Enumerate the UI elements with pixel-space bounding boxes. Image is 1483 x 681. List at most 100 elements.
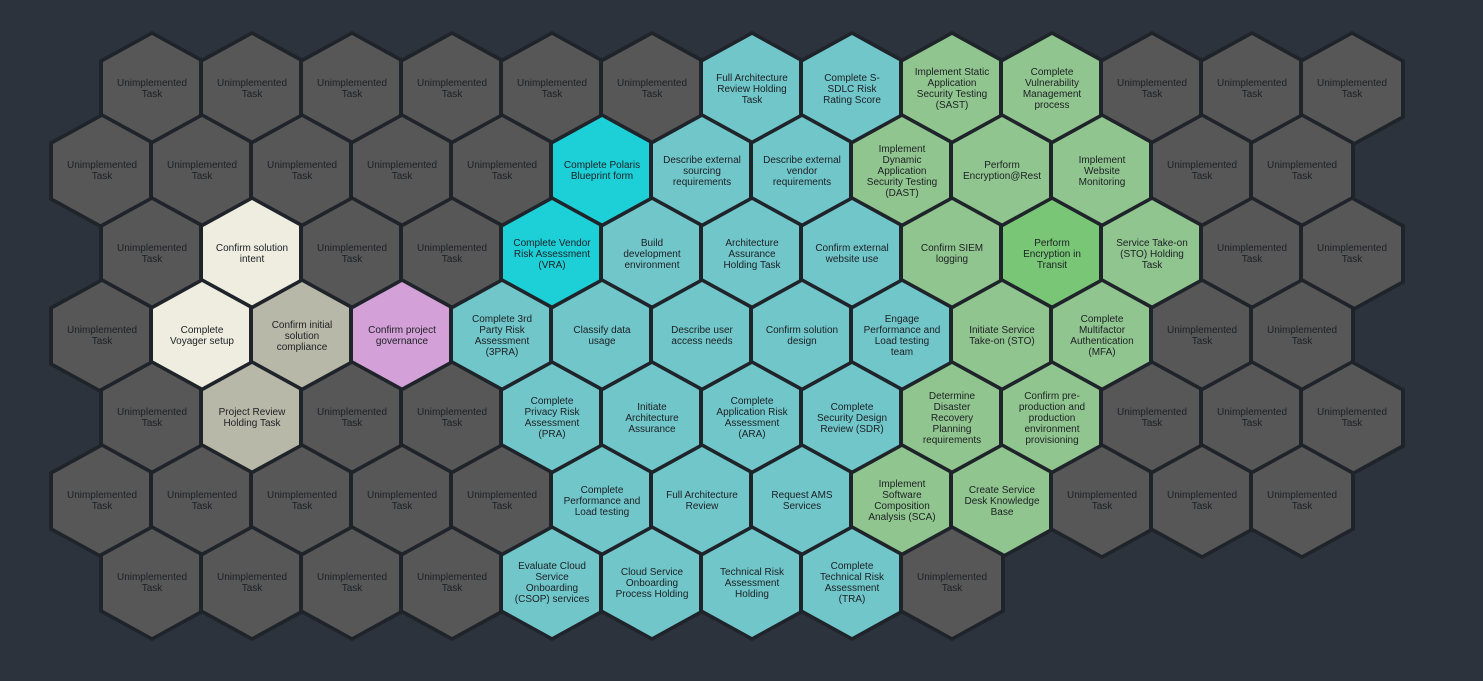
task-label: Unimplemented Task <box>1316 407 1388 429</box>
task-label: Request AMS Services <box>771 490 833 512</box>
task-label: Unimplemented Task <box>316 572 388 594</box>
task-hex-fill: Complete Technical Risk Assessment (TRA) <box>803 529 901 637</box>
task-label: Complete Application Risk Assessment (AR… <box>716 396 788 440</box>
task-label: Complete Privacy Risk Assessment (PRA) <box>524 396 580 440</box>
task-label: Implement Website Monitoring <box>1078 154 1126 188</box>
task-label: Technical Risk Assessment Holding <box>720 566 784 600</box>
task-label: Unimplemented Task <box>416 78 488 100</box>
task-label: Cloud Service Onboarding Process Holding <box>615 566 689 600</box>
task-hex-fill: Technical Risk Assessment Holding <box>703 529 801 637</box>
task-label: Build development environment <box>623 237 681 271</box>
task-label: Complete Vendor Risk Assessment (VRA) <box>513 237 591 271</box>
task-label: Complete Polaris Blueprint form <box>563 160 641 182</box>
task-label: Unimplemented Task <box>1166 160 1238 182</box>
task-label: Unimplemented Task <box>266 160 338 182</box>
task-hex-fill: Unimplemented Task <box>103 529 201 637</box>
task-hex[interactable]: Unimplemented Task <box>1249 278 1355 394</box>
task-hex[interactable]: Unimplemented Task <box>99 31 205 147</box>
task-label: Complete Voyager setup <box>170 325 234 347</box>
task-label: Unimplemented Task <box>1316 78 1388 100</box>
task-label: Unimplemented Task <box>1116 407 1188 429</box>
task-label: Unimplemented Task <box>316 243 388 265</box>
task-label: Unimplemented Task <box>316 78 388 100</box>
task-label: Full Architecture Review <box>666 490 738 512</box>
task-label: Unimplemented Task <box>266 490 338 512</box>
task-label: Implement Dynamic Application Security T… <box>866 143 938 199</box>
task-label: Implement Software Composition Analysis … <box>868 479 936 523</box>
task-label: Unimplemented Task <box>516 78 588 100</box>
task-label: Full Architecture Review Holding Task <box>716 72 788 106</box>
task-label: Describe user access needs <box>671 325 733 347</box>
task-label: Unimplemented Task <box>1216 407 1288 429</box>
task-label: Confirm project governance <box>368 325 436 347</box>
task-label: Unimplemented Task <box>216 572 288 594</box>
task-label: Complete Security Design Review (SDR) <box>816 401 888 435</box>
task-label: Describe external sourcing requirements <box>663 154 741 188</box>
task-label: Confirm pre-production and production en… <box>1018 390 1086 446</box>
task-label: Implement Static Application Security Te… <box>914 67 990 111</box>
task-label: Unimplemented Task <box>916 572 988 594</box>
task-label: Unimplemented Task <box>66 160 138 182</box>
task-label: Unimplemented Task <box>616 78 688 100</box>
task-label: Unimplemented Task <box>366 490 438 512</box>
task-label: Complete Multifactor Authentication (MFA… <box>1070 314 1134 358</box>
task-label: Unimplemented Task <box>1066 490 1138 512</box>
task-label: Perform Encryption in Transit <box>1023 237 1081 271</box>
task-label: Unimplemented Task <box>1266 325 1338 347</box>
task-label: Determine Disaster Recovery Planning req… <box>922 390 982 446</box>
task-label: Unimplemented Task <box>466 490 538 512</box>
task-label: Unimplemented Task <box>166 490 238 512</box>
task-label: Project Review Holding Task <box>218 407 286 429</box>
task-label: Unimplemented Task <box>1216 78 1288 100</box>
task-label: Confirm solution intent <box>215 243 289 265</box>
task-label: Unimplemented Task <box>316 407 388 429</box>
task-label: Unimplemented Task <box>116 243 188 265</box>
task-label: Unimplemented Task <box>466 160 538 182</box>
task-label: Confirm external website use <box>815 243 889 265</box>
task-hex-fill: Unimplemented Task <box>903 529 1001 637</box>
task-label: Unimplemented Task <box>1266 160 1338 182</box>
task-label: Classify data usage <box>573 325 631 347</box>
task-label: Complete 3rd Party Risk Assessment (3PRA… <box>471 314 533 358</box>
task-hex-fill: Unimplemented Task <box>1153 447 1251 555</box>
task-label: Unimplemented Task <box>116 78 188 100</box>
task-label: Complete S-SDLC Risk Rating Score <box>823 72 881 106</box>
task-label: Architecture Assurance Holding Task <box>723 237 781 271</box>
task-label: Complete Vulnerability Management proces… <box>1022 67 1082 111</box>
task-label: Evaluate Cloud Service Onboarding (CSOP)… <box>514 561 590 605</box>
task-label: Describe external vendor requirements <box>763 154 841 188</box>
task-label: Unimplemented Task <box>1316 243 1388 265</box>
task-hex-fill: Unimplemented Task <box>403 529 501 637</box>
task-label: Complete Performance and Load testing <box>563 484 641 518</box>
task-label: Create Service Desk Knowledge Base <box>964 484 1040 518</box>
task-label: Unimplemented Task <box>1266 490 1338 512</box>
task-hex-fill: Unimplemented Task <box>1053 447 1151 555</box>
task-label: Unimplemented Task <box>416 407 488 429</box>
task-label: Service Take-on (STO) Holding Task <box>1116 237 1188 271</box>
task-label: Unimplemented Task <box>366 160 438 182</box>
task-label: Unimplemented Task <box>216 78 288 100</box>
task-hex-fill: Unimplemented Task <box>1253 447 1351 555</box>
task-label: Initiate Service Take-on (STO) <box>969 325 1035 347</box>
task-label: Confirm solution design <box>765 325 839 347</box>
task-label: Perform Encryption@Rest <box>963 160 1041 182</box>
task-label: Unimplemented Task <box>416 243 488 265</box>
task-label: Unimplemented Task <box>1166 325 1238 347</box>
task-label: Unimplemented Task <box>116 407 188 429</box>
task-label: Unimplemented Task <box>66 490 138 512</box>
task-label: Engage Performance and Load testing team <box>863 314 941 358</box>
task-label: Unimplemented Task <box>166 160 238 182</box>
task-hex-fill: Cloud Service Onboarding Process Holding <box>603 529 701 637</box>
task-label: Unimplemented Task <box>416 572 488 594</box>
task-hex-fill: Unimplemented Task <box>303 529 401 637</box>
task-label: Unimplemented Task <box>1216 243 1288 265</box>
task-label: Unimplemented Task <box>1116 78 1188 100</box>
task-label: Unimplemented Task <box>1166 490 1238 512</box>
task-label: Complete Technical Risk Assessment (TRA) <box>820 561 884 605</box>
task-hex-fill: Unimplemented Task <box>203 529 301 637</box>
task-label: Confirm SIEM logging <box>920 243 984 265</box>
task-label: Unimplemented Task <box>116 572 188 594</box>
task-hex-fill: Evaluate Cloud Service Onboarding (CSOP)… <box>503 529 601 637</box>
task-label: Confirm initial solution compliance <box>271 319 333 353</box>
